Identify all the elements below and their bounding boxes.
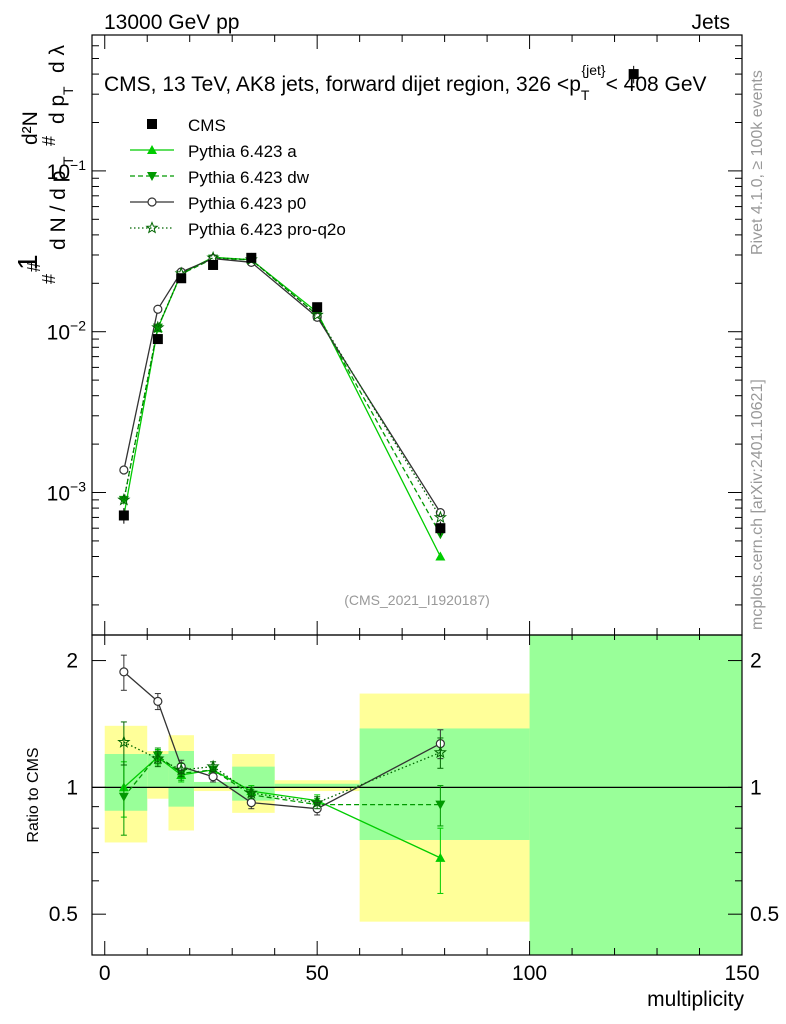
main-series-point <box>310 308 324 321</box>
xlabel: multiplicity <box>647 988 744 1011</box>
main-series-point <box>117 492 131 506</box>
ylabel-one: 1 <box>12 254 43 270</box>
legend-marker-cms <box>147 119 157 129</box>
legend-label: Pythia 6.423 a <box>188 142 297 161</box>
legend-label-cms: CMS <box>188 116 226 135</box>
legend-marker <box>147 172 157 181</box>
legend-item: Pythia 6.423 pro-q2o <box>130 220 346 239</box>
ratio-ylabel: Ratio to CMS <box>25 747 42 842</box>
ratio-series-point <box>435 852 446 862</box>
main-series-line <box>123 257 441 518</box>
ylabel-hash-2: # <box>39 274 59 284</box>
ylabel-hash-1: # <box>24 262 44 272</box>
x-tick-label: 0 <box>99 962 111 985</box>
ratio-series-point <box>246 798 256 808</box>
main-plot-area <box>117 65 639 561</box>
ratio-tick-label-left: 1 <box>66 776 78 799</box>
analysis-id: (CMS_2021_I1920187) <box>344 592 490 608</box>
ylabel-d2n: d²N <box>19 111 42 145</box>
main-series-line <box>123 256 441 557</box>
legend-item-cms: CMS <box>147 116 226 135</box>
cms-data-point <box>152 334 163 345</box>
ratio-band-stat <box>274 783 360 788</box>
legend-item: Pythia 6.423 a <box>130 142 297 161</box>
ratio-plot-frame <box>91 634 743 956</box>
legend: CMS Pythia 6.423 a Pythia 6.423 dw Pythia 6… <box>130 116 346 239</box>
ratio-series-point <box>117 735 131 748</box>
ratio-tick-label-left: 0.5 <box>49 903 78 926</box>
cms-data-point <box>176 273 187 284</box>
ratio-series-point <box>118 792 129 802</box>
beam-label: 13000 GeV pp <box>104 11 239 34</box>
ratio-tick-label-right: 0.5 <box>750 903 779 926</box>
ratio-band-stat <box>104 754 148 811</box>
ylabel-hash-3: # <box>39 136 59 146</box>
ratio-tick-label-right: 1 <box>750 776 762 799</box>
main-series-point <box>119 465 129 475</box>
x-tick-label: 150 <box>724 962 759 985</box>
ratio-series-point <box>310 795 324 809</box>
legend-marker <box>147 145 157 154</box>
ylabel-dn-dpt: d N / d p <box>47 171 70 250</box>
ratio-series-point <box>433 745 447 759</box>
legend-label: Pythia 6.423 pro-q2o <box>188 220 346 239</box>
y-tick-label: 10−1 <box>47 157 87 184</box>
ylabel-t-sub-1: T <box>60 156 76 165</box>
cms-data-point <box>246 252 257 263</box>
main-series-point <box>435 551 446 561</box>
ratio-plot-area <box>92 635 742 955</box>
axes: 0 50 100 150 10−3 10−2 10−1 0.5 0.5 1 1 2 2 <box>47 35 779 985</box>
cms-data-point <box>435 523 446 534</box>
category-label: Jets <box>691 11 730 34</box>
main-series-point <box>151 320 165 334</box>
main-series-point <box>433 510 447 524</box>
y-tick-label: 10−2 <box>47 318 87 345</box>
ratio-band-stat <box>193 781 233 788</box>
main-ylabel: 1 # d N / d p T # d²N # d p T d λ <box>12 44 76 284</box>
cms-data-point <box>208 259 219 270</box>
ratio-series-point <box>119 667 129 677</box>
x-tick-label: 50 <box>305 962 328 985</box>
legend-label: Pythia 6.423 p0 <box>188 194 306 213</box>
main-series-point <box>153 304 163 314</box>
ratio-series-point <box>151 751 165 765</box>
legend-item: Pythia 6.423 p0 <box>130 194 306 213</box>
ylabel-dpt: d p <box>46 95 69 124</box>
cms-data-point <box>312 302 323 313</box>
ratio-tick-label-right: 2 <box>750 650 762 673</box>
ratio-band-stat <box>359 728 530 841</box>
ratio-series-point <box>435 800 446 810</box>
legend-marker <box>145 221 159 234</box>
y-tick-label: 10−3 <box>47 479 87 506</box>
cms-data-point <box>118 510 129 521</box>
cms-data-point <box>628 69 639 80</box>
legend-marker <box>147 197 157 207</box>
mcplots-credit-label: mcplots.cern.ch [arXiv:2401.10621] <box>749 379 766 630</box>
ratio-band-stat <box>529 635 742 955</box>
x-tick-label: 100 <box>512 962 547 985</box>
ratio-series-point <box>206 759 220 773</box>
rivet-version-label: Rivet 4.1.0, ≥ 100k events <box>749 70 766 255</box>
main-series-line <box>123 257 441 535</box>
ratio-series-point <box>208 772 218 782</box>
ratio-series-point <box>244 785 258 799</box>
ratio-tick-label-left: 2 <box>66 650 78 673</box>
ylabel-t-sub-2: T <box>60 86 76 95</box>
legend-label: Pythia 6.423 dw <box>188 168 310 187</box>
ratio-series-point <box>153 696 163 706</box>
legend-item: Pythia 6.423 dw <box>130 168 310 187</box>
ylabel-dlambda: d λ <box>46 44 69 73</box>
plot-title: CMS, 13 TeV, AK8 jets, forward dijet reg… <box>104 62 707 103</box>
ratio-series-point <box>174 762 188 776</box>
